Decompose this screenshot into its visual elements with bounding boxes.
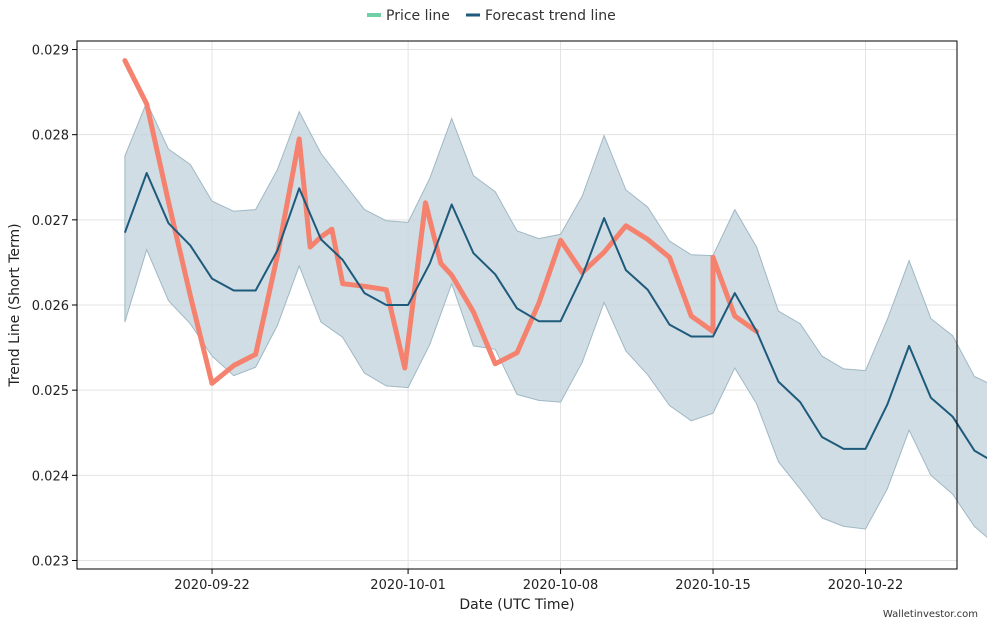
series-lines bbox=[122, 58, 987, 460]
legend-label-forecast[interactable]: Forecast trend line bbox=[485, 8, 616, 24]
y-axis: 0.023 0.024 0.025 0.026 0.027 0.028 0.029 bbox=[32, 44, 77, 569]
y-tick-label: 0.024 bbox=[32, 469, 69, 484]
x-tick-label: 2020-10-22 bbox=[828, 578, 904, 593]
y-tick-label: 0.026 bbox=[32, 299, 69, 314]
confidence-band-area bbox=[124, 101, 987, 538]
x-tick-label: 2020-10-15 bbox=[675, 578, 751, 593]
x-tick-label: 2020-09-22 bbox=[174, 578, 250, 593]
legend-label-price[interactable]: Price line bbox=[386, 8, 450, 24]
y-tick-label: 0.025 bbox=[32, 384, 69, 399]
y-axis-title: Trend Line (Short Term) bbox=[7, 223, 23, 387]
x-tick-label: 2020-10-08 bbox=[523, 578, 599, 593]
y-tick-label: 0.029 bbox=[32, 44, 69, 59]
y-tick-label: 0.027 bbox=[32, 214, 69, 229]
forecast-trend-line bbox=[123, 172, 987, 460]
confidence-band bbox=[124, 101, 987, 538]
x-tick-label: 2020-10-01 bbox=[370, 578, 446, 593]
x-axis-title: Date (UTC Time) bbox=[459, 597, 574, 613]
y-tick-label: 0.023 bbox=[32, 554, 69, 569]
legend: Price line Forecast trend line bbox=[367, 8, 616, 24]
x-axis: 2020-09-22 2020-10-01 2020-10-08 2020-10-15… bbox=[174, 569, 904, 593]
price-line bbox=[122, 58, 760, 386]
y-tick-label: 0.028 bbox=[32, 129, 69, 144]
watermark: Walletinvestor.com bbox=[883, 609, 978, 620]
